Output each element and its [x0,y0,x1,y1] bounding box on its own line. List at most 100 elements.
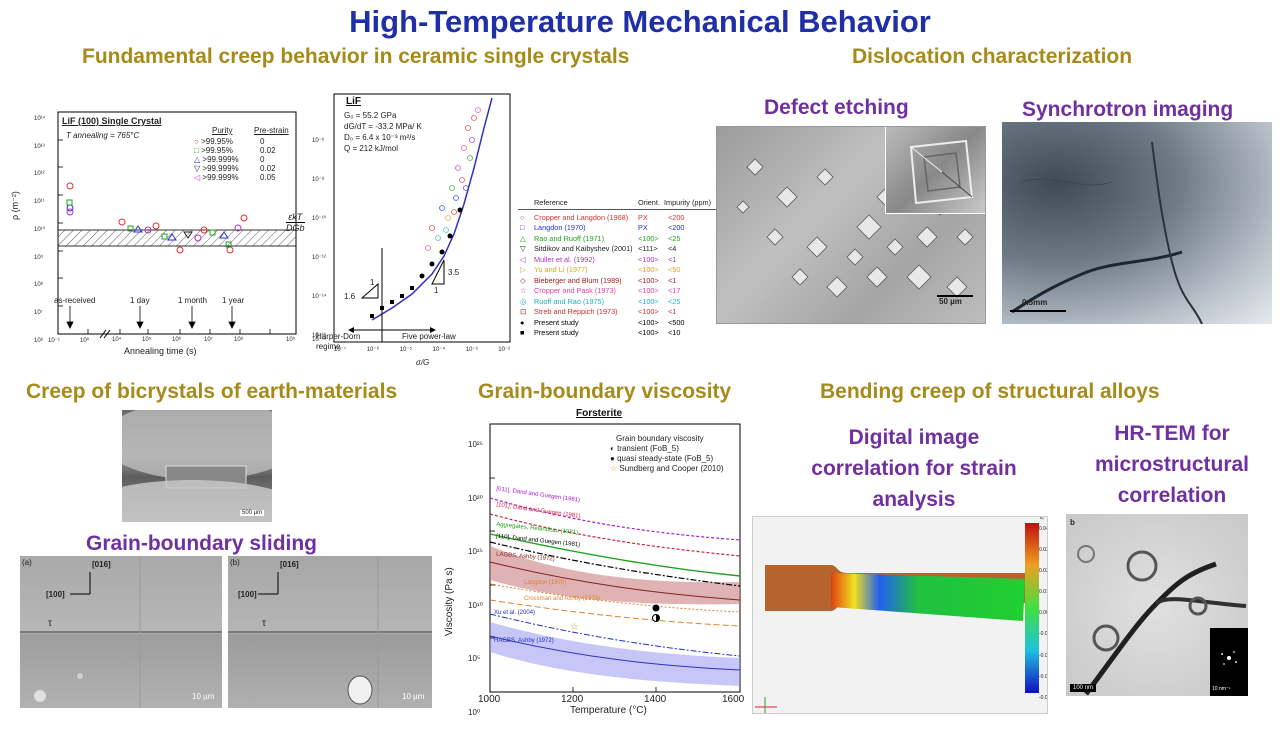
bicrystal-image: 500 µm [122,410,272,522]
viscosity-xlabel: Temperature (°C) [570,705,647,716]
viscosity-chart: ☆ Forsterite 10²⁵ 10²⁰ 10¹⁵ 10¹⁰ 10⁵ 10⁰ Vis… [440,404,750,718]
legend-purity-header: Purity [212,126,233,135]
legend-swatch: △ [194,155,201,164]
legend-title: Grain boundary viscosity [616,434,704,443]
scale-label: 100 nm [1070,684,1097,692]
mark-1-year: 1 year [222,296,245,305]
reference-impurity: <1 [668,275,677,285]
x-tick: 10⁴ [112,337,122,343]
inset-scale-label: 10 nm⁻¹ [1212,686,1231,692]
reference-impurity: <500 [668,317,685,327]
defect-etching-image: 50 µm [716,126,986,324]
density-panel-title: LiF (100) Single Crystal [62,116,162,126]
reference-row: ▽ Sitdikov and Kaibyshev (2001) <111> <4 [518,244,718,255]
slope-low: 1.6 [344,292,356,301]
heading-gb-viscosity: Grain-boundary viscosity [478,380,732,403]
reference-symbol: ◇ [520,275,526,285]
legend-swatch: ◐ [610,444,615,453]
heading-hrtem: HR-TEM for microstructural correlation [1094,422,1250,507]
x-tick: 10⁶ [172,337,182,343]
reference-row: △ Rao and Ruoff (1971) <100> <25 [518,234,718,245]
reference-symbol: ◁ [520,254,526,264]
slope-high: 3.5 [448,268,460,277]
curve-label: Crossman and Ashby (1975) [524,596,601,602]
scale-label: 10 µm [402,692,425,701]
reference-orient: <100> [638,275,659,285]
reference-row: ● Present study <100> <500 [518,318,718,329]
scale-label: 10 µm [192,692,215,701]
reference-impurity: <25 [668,233,681,243]
reference-name: Cropper and Langdon (1968) [534,212,629,222]
reference-symbol: ○ [520,212,525,222]
creep-rate-chart: LiF G₀ = 55.2 GPa dG/dT = -33.2 MPa/ K D₀… [282,88,518,378]
creep-yticks: 10⁻⁶ 10⁻⁸ 10⁻¹⁰ 10⁻¹² 10⁻¹⁴ 10⁻¹⁶ [312,138,327,339]
reference-orient: <100> [638,233,659,243]
y-tick: 10⁻¹⁸ [312,337,327,343]
reference-symbol: ▽ [520,244,526,253]
svg-text:☆: ☆ [570,622,579,633]
reference-row: □ Langdon (1970) PX <200 [518,223,718,234]
reference-impurity: <1 [668,254,677,264]
reference-name: Present study [534,317,579,327]
heading-bending-creep: Bending creep of structural alloys [820,380,1160,403]
reference-name: Yu and Li (1977) [534,265,588,274]
gbs-image-b: (b) [016] [100] τ 10 µm [228,556,432,708]
reference-orient: <100> [638,317,659,327]
reference-orient: <100> [638,296,659,306]
direction-100: [100] [238,590,257,599]
legend-prestrain-header: Pre-strain [254,126,289,135]
reference-row: ⊡ Streb and Reppich (1973) <100> <1 [518,307,718,318]
reference-orient: <100> [638,254,659,264]
page-title: High-Temperature Mechanical Behavior [349,4,931,39]
curve-label: Langdon (1970) [524,580,567,586]
reference-name: Streb and Reppich (1973) [534,307,618,316]
reference-symbol: ■ [520,328,525,337]
x-tick: 1000 [478,694,501,705]
shear-stress-label: τ [48,618,52,629]
creep-xticks: 10⁻⁷ 10⁻⁶ 10⁻⁵ 10⁻⁴ 10⁻³ 10⁻² [334,347,511,353]
density-chart: LiF (100) Single Crystal T annealing = 7… [8,100,308,365]
slope-unit: 1 [370,278,375,287]
legend-swatch: ☆ [610,464,618,473]
x-tick: 10⁹ [286,337,296,343]
reference-symbol: △ [520,233,526,243]
legend-swatch: ◁ [194,173,201,182]
heading-synchrotron: Synchrotron imaging [1022,98,1234,121]
heading-creep-crystals: Fundamental creep behavior in ceramic si… [82,45,630,68]
reference-impurity: <25 [668,296,681,306]
reference-row: ◇ Bieberger and Blum (1989) <100> <1 [518,276,718,287]
scale-label: 50 µm [939,297,962,306]
x-tick: 10⁷ [204,337,213,343]
scale-bar [937,295,973,297]
reference-row: ◎ Ruoff and Rao (1975) <100> <25 [518,297,718,308]
x-tick: 1600 [722,694,745,705]
viscosity-title: Forsterite [576,408,623,419]
reference-orient: <111> [638,244,658,253]
density-legend: ○ >99.95% 0 □ >99.95% 0.02 △ >99.999% 0 ▽ >… [194,137,276,182]
synchrotron-image: 0.5mm [1002,122,1272,324]
reference-symbol: ▷ [520,265,526,274]
mark-1-month: 1 month [178,296,207,305]
viscosity-ylabel: Viscosity (Pa s) [444,567,455,636]
reference-row: ◁ Muller et al. (1992) <100> <1 [518,255,718,266]
heading-dic: Digital image correlation for strain ana… [811,426,1017,511]
reference-impurity: <17 [668,286,681,295]
hrtem-image: b 100 nm 10 nm⁻¹ [1066,514,1248,696]
reference-rows: ○ Cropper and Langdon (1968) PX <200 □ Langdo… [518,213,718,339]
reference-symbol: ● [520,317,525,327]
reference-impurity: <200 [668,212,685,222]
regime-five-power: Five power-law [402,332,456,341]
legend-swatch: ▽ [194,164,201,173]
anneal-temperature: T annealing = 765°C [66,131,140,140]
heading-gb-sliding: Grain-boundary sliding [86,532,318,555]
reference-header: Reference Orient. Impurity (ppm) [518,198,718,210]
reference-row: ▷ Yu and Li (1977) <100> <50 [518,265,718,276]
reference-orient: <100> [638,265,659,274]
reference-name: Present study [534,328,579,337]
reference-impurity: <10 [668,328,681,337]
reference-orient: <100> [638,286,659,295]
reference-orient: <100> [638,307,659,316]
reference-symbol: ◎ [520,296,527,306]
reference-name: Ruoff and Rao (1975) [534,296,605,306]
reference-table: Reference Orient. Impurity (ppm) ○ Croppe… [518,198,718,348]
